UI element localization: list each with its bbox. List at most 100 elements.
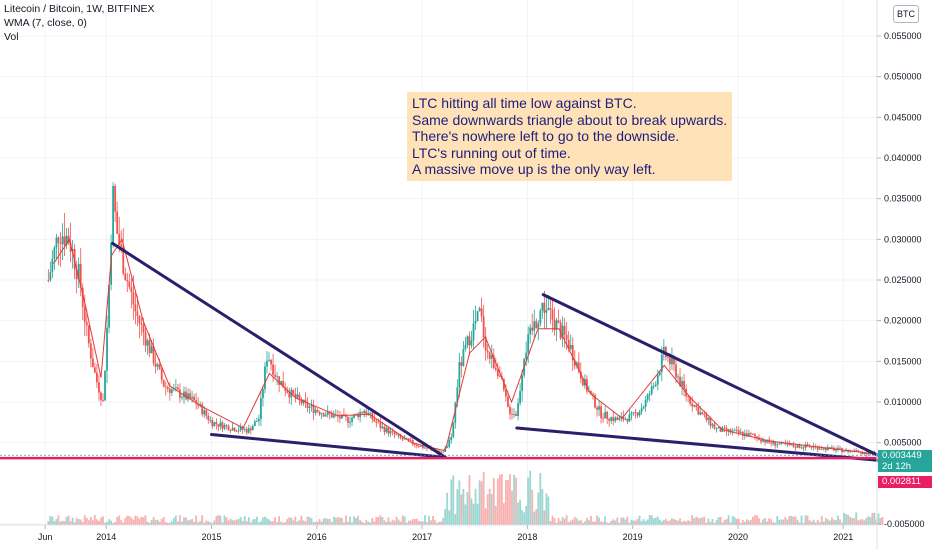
currency-badge[interactable]: BTC: [893, 5, 919, 23]
volume-bar: [865, 518, 868, 525]
volume-bar: [280, 521, 283, 525]
candle-body: [255, 421, 258, 422]
candle-body: [792, 444, 795, 447]
volume-bar: [379, 515, 382, 525]
volume-bar: [255, 516, 258, 525]
candle-body: [794, 446, 797, 448]
candle-body: [502, 379, 505, 390]
candle-body: [764, 440, 766, 443]
candle-body: [822, 447, 825, 450]
candle-body: [201, 404, 204, 415]
volume-bar: [800, 515, 803, 525]
volume-bar: [756, 515, 758, 525]
candle-body: [535, 321, 538, 328]
candle-body: [168, 388, 171, 393]
candle-body: [71, 248, 74, 252]
volume-bar: [626, 516, 629, 525]
candle-body: [324, 415, 327, 417]
volume-bar: [138, 518, 141, 525]
candle-body: [114, 185, 117, 212]
volume-bar: [426, 522, 428, 525]
volume-bar: [709, 521, 712, 525]
candle-body: [385, 427, 388, 433]
candle-body: [369, 412, 372, 414]
volume-bar: [312, 522, 315, 525]
candle-body: [98, 382, 100, 393]
volume-bar: [539, 473, 542, 525]
candle-body: [482, 316, 485, 337]
candle-body: [466, 336, 469, 346]
candle-body: [65, 235, 68, 246]
volume-bar: [225, 517, 228, 525]
volume-bar: [855, 512, 858, 525]
time-axis[interactable]: Jun 2014 2015 2016 2017 2018 2019 2020 2021: [38, 525, 853, 542]
annotation-note[interactable]: LTC hitting all time low against BTC. Sa…: [407, 92, 732, 181]
volume-bar: [438, 521, 440, 525]
candle-body: [867, 453, 870, 455]
volume-bar: [747, 520, 750, 525]
symbol-legend[interactable]: Litecoin / Bitcoin, 1W, BITFINEX: [4, 3, 155, 15]
candle-body: [727, 429, 730, 432]
candle-body: [296, 394, 299, 398]
indicator-legend[interactable]: WMA (7, close, 0): [4, 17, 87, 29]
volume-bar: [302, 520, 305, 525]
volume-bar: [666, 520, 669, 525]
candle-body: [209, 420, 212, 421]
volume-legend[interactable]: Vol: [4, 31, 19, 43]
volume-bar: [241, 520, 244, 525]
volume-bar: [638, 515, 641, 525]
note-line-1: LTC hitting all time low against BTC.: [412, 95, 637, 111]
candle-body: [820, 448, 823, 450]
volume-bar: [197, 522, 200, 525]
candle-body: [164, 386, 167, 388]
volume-bar: [818, 522, 821, 525]
volume-bar: [586, 517, 588, 525]
volume-bar: [59, 521, 62, 525]
volume-bar: [239, 517, 242, 525]
volume-bar: [403, 516, 406, 525]
candle-body: [452, 422, 455, 437]
volume-bar: [367, 521, 370, 525]
candle-body: [446, 446, 449, 448]
candle-body: [343, 414, 345, 416]
volume-bar: [731, 516, 734, 525]
volume-bar: [632, 520, 635, 525]
candle-body: [652, 385, 655, 387]
volume-bar: [363, 522, 366, 525]
candle-body: [557, 320, 560, 323]
volume-bar: [231, 520, 234, 525]
volume-bar: [199, 521, 202, 525]
candle-body: [484, 336, 487, 351]
volume-bar: [292, 520, 295, 525]
candle-body: [719, 427, 722, 432]
price-axis[interactable]: 0.055000 0.050000 0.045000 0.040000 0.035000…: [877, 31, 925, 529]
volume-bar: [553, 517, 556, 525]
volume-bar: [620, 517, 623, 525]
volume-bar: [359, 520, 362, 525]
volume-bar: [179, 515, 181, 525]
candle-body: [561, 325, 564, 339]
candle-body: [754, 434, 756, 437]
volume-bar: [507, 480, 509, 525]
volume-bar: [689, 521, 692, 525]
candle-body: [507, 396, 509, 407]
volume-bar: [124, 518, 127, 525]
volume-bar: [397, 519, 400, 525]
trendlines[interactable]: [111, 241, 893, 463]
volume-bar: [802, 522, 805, 525]
volume-bar: [209, 522, 212, 525]
volume-bar: [322, 518, 325, 525]
candle-body: [47, 280, 50, 281]
volume-bar: [863, 520, 866, 525]
candle-body: [268, 359, 270, 361]
volume-bar: [529, 470, 532, 525]
candle-body: [389, 430, 392, 434]
volume-bar: [806, 515, 809, 525]
candle-body: [379, 422, 382, 429]
volume-bar: [675, 520, 677, 525]
candle-body: [596, 407, 598, 410]
volume-bar: [703, 516, 706, 525]
candle-body: [106, 327, 108, 371]
volume-bar: [636, 518, 639, 525]
